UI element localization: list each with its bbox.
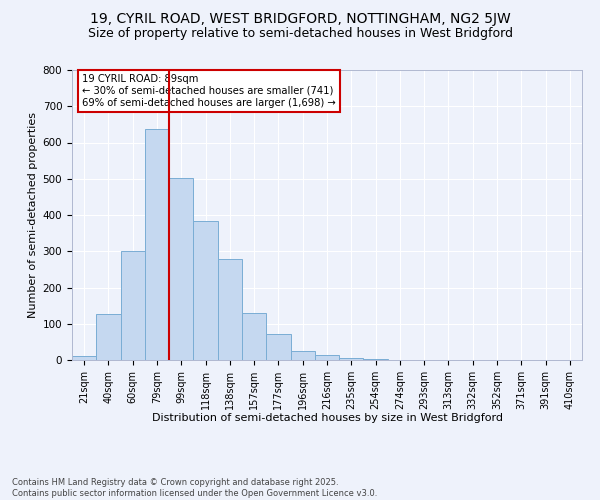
Bar	[290, 351, 315, 360]
Bar	[315, 356, 339, 360]
Bar	[242, 312, 266, 360]
Bar	[218, 259, 242, 360]
Text: Contains HM Land Registry data © Crown copyright and database right 2025.
Contai: Contains HM Land Registry data © Crown c…	[12, 478, 377, 498]
Bar	[72, 356, 96, 360]
Text: 19, CYRIL ROAD, WEST BRIDGFORD, NOTTINGHAM, NG2 5JW: 19, CYRIL ROAD, WEST BRIDGFORD, NOTTINGH…	[89, 12, 511, 26]
Bar	[193, 221, 218, 360]
X-axis label: Distribution of semi-detached houses by size in West Bridgford: Distribution of semi-detached houses by …	[151, 414, 503, 424]
Bar	[96, 314, 121, 360]
Text: Size of property relative to semi-detached houses in West Bridgford: Size of property relative to semi-detach…	[88, 28, 512, 40]
Text: 19 CYRIL ROAD: 89sqm
← 30% of semi-detached houses are smaller (741)
69% of semi: 19 CYRIL ROAD: 89sqm ← 30% of semi-detac…	[82, 74, 336, 108]
Bar	[145, 130, 169, 360]
Bar	[339, 358, 364, 360]
Bar	[266, 334, 290, 360]
Bar	[121, 251, 145, 360]
Bar	[169, 178, 193, 360]
Y-axis label: Number of semi-detached properties: Number of semi-detached properties	[28, 112, 38, 318]
